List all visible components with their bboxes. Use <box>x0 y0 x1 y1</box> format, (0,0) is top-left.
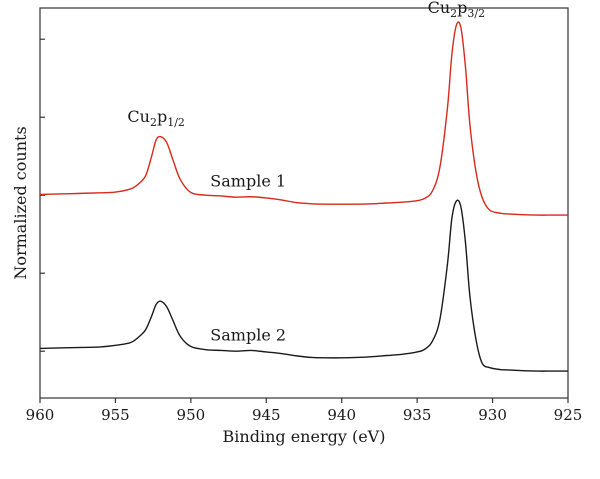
x-tick-label: 945 <box>252 406 281 424</box>
plot-frame <box>39 7 569 399</box>
x-tick-label: 955 <box>101 406 130 424</box>
series-label-2: Sample 2 <box>210 326 286 345</box>
series-label-1: Sample 1 <box>210 172 286 191</box>
peak-label-part: p <box>157 107 167 126</box>
peak-label-part: Cu <box>428 0 451 17</box>
peak-label: Cu2p1/2 <box>127 107 185 129</box>
x-tick-label: 930 <box>478 406 507 424</box>
x-axis-tick-labels: 960 955 950 945 940 935 930 925 <box>26 406 583 424</box>
y-axis-title: Normalized counts <box>11 126 30 279</box>
peak-label-part: 2 <box>450 7 457 20</box>
y-axis-ticks <box>40 38 45 352</box>
peak-label-part: p <box>457 0 467 17</box>
series-labels: Sample 1 Sample 2 <box>210 172 286 345</box>
series-line-1 <box>39 21 568 216</box>
peak-label-part: 1/2 <box>167 116 185 129</box>
series-lines <box>39 21 568 372</box>
peak-label-part: 3/2 <box>467 7 485 20</box>
peak-label: Cu2p3/2 <box>428 0 486 20</box>
x-tick-label: 925 <box>554 406 583 424</box>
series-line-2 <box>39 199 568 372</box>
x-tick-label: 935 <box>403 406 432 424</box>
x-axis-ticks <box>39 398 569 403</box>
peak-label-part: 2 <box>150 116 157 129</box>
x-axis-title: Binding energy (eV) <box>223 427 386 446</box>
peak-label-part: Cu <box>127 107 150 126</box>
x-tick-label: 940 <box>327 406 356 424</box>
x-tick-label: 960 <box>26 406 55 424</box>
x-tick-label: 950 <box>177 406 206 424</box>
